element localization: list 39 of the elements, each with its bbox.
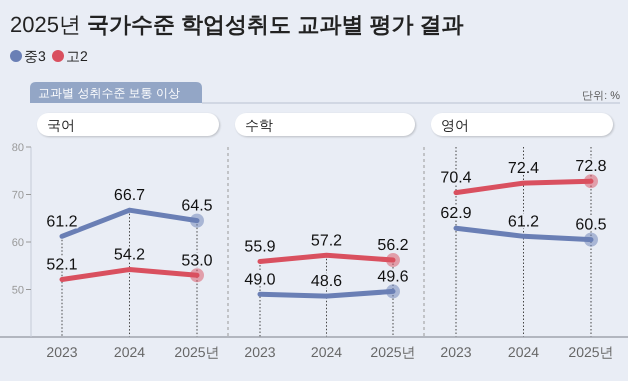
x-tick-label: 2024 [310,344,342,360]
x-tick-label: 2023 [46,344,78,360]
legend-label: 중3 [24,48,46,64]
chart-title: 영어 [441,117,469,133]
x-tick-label: 2025년 [568,344,614,360]
data-label: 49.0 [244,271,276,288]
data-label: 61.2 [508,213,540,230]
legend-label: 고2 [66,48,88,64]
text: 2025년 국가수준 학업성취도 교과별 평가 결과 [10,12,464,37]
x-tick-label: 2025년 [174,344,220,360]
data-label: 55.9 [244,238,276,256]
data-label: 49.6 [377,268,409,286]
data-label: 57.2 [310,232,342,250]
data-label: 64.5 [181,198,213,215]
x-tick-label: 2023 [440,344,472,360]
data-label: 66.7 [114,187,146,204]
x-tick-label: 2025년 [370,344,416,360]
data-label: 62.9 [440,205,472,222]
data-label: 72.8 [575,158,607,176]
chart-title: 수학 [245,117,273,133]
data-label: 61.2 [46,213,78,230]
chart-title: 국어 [47,117,75,133]
x-tick-label: 2024 [508,344,540,360]
y-tick-label: 70 [12,190,24,202]
y-tick-label: 80 [12,142,24,154]
data-label: 52.1 [46,256,78,274]
y-tick-label: 60 [12,237,24,249]
data-label: 60.5 [575,216,607,234]
data-label: 53.0 [181,252,213,270]
text: 단위: % [582,90,620,102]
data-label: 72.4 [508,160,540,178]
data-label: 54.2 [114,246,146,264]
y-tick-label: 50 [12,284,24,296]
x-tick-label: 2023 [244,344,276,360]
x-tick-label: 2024 [114,344,146,360]
text: 교과별 성취수준 보통 이상 [38,86,180,100]
data-label: 48.6 [310,273,342,290]
data-label: 70.4 [440,170,472,187]
data-label: 56.2 [377,237,409,254]
